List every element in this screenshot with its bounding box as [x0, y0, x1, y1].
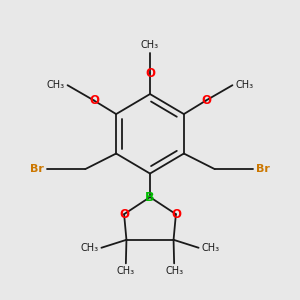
Text: O: O: [89, 94, 99, 107]
Text: O: O: [119, 208, 129, 221]
Text: O: O: [201, 94, 211, 107]
Text: CH₃: CH₃: [117, 266, 135, 276]
Text: CH₃: CH₃: [80, 243, 98, 253]
Text: CH₃: CH₃: [202, 243, 220, 253]
Text: CH₃: CH₃: [141, 40, 159, 50]
Text: B: B: [145, 190, 155, 204]
Text: CH₃: CH₃: [165, 266, 183, 276]
Text: CH₃: CH₃: [236, 80, 253, 90]
Text: Br: Br: [30, 164, 44, 174]
Text: Br: Br: [256, 164, 270, 174]
Text: O: O: [145, 67, 155, 80]
Text: CH₃: CH₃: [46, 80, 64, 90]
Text: O: O: [171, 208, 181, 221]
